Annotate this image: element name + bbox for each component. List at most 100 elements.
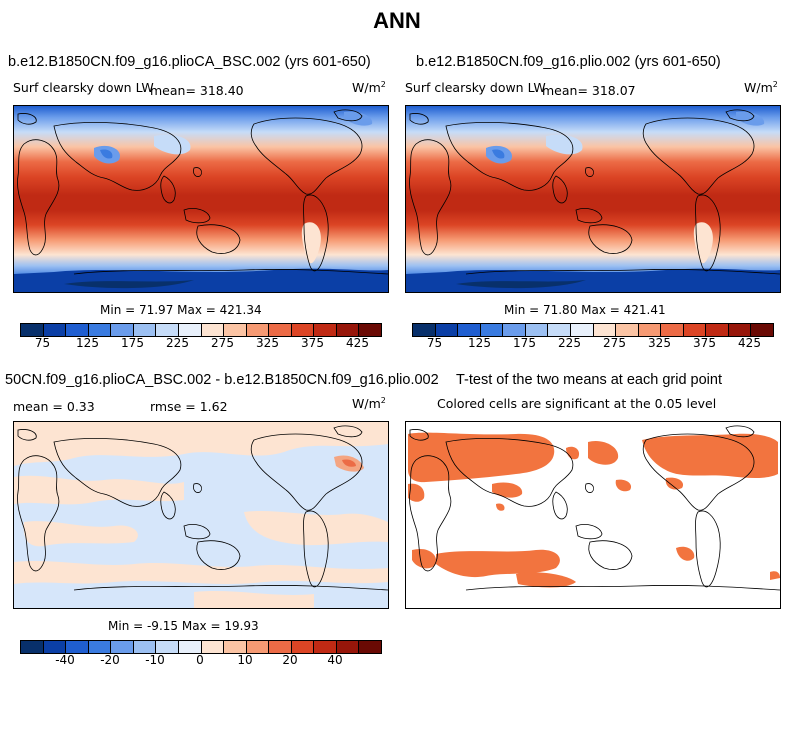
panel-tl-units: W/m2: [352, 80, 386, 96]
panel-bl-rmse: rmse = 1.62: [150, 399, 228, 414]
colorbar-cell: [503, 324, 526, 336]
colorbar-cell: [458, 324, 481, 336]
panel-br-title: T-test of the two means at each grid poi…: [456, 372, 722, 388]
panel-tr-field: [406, 106, 780, 292]
panel-bl-case-title: 50CN.f09_g16.plioCA_BSC.002 - b.e12.B185…: [5, 372, 439, 388]
colorbar-cell: [728, 324, 752, 336]
colorbar-cell: [661, 324, 684, 336]
colorbar-tick-label: 175: [513, 336, 536, 350]
panel-tr-mean: mean= 318.07: [542, 83, 636, 98]
colorbar-tick-label: 175: [121, 336, 144, 350]
colorbar-cell: [88, 641, 112, 653]
panel-bl-field: [14, 422, 388, 608]
panel-tl-mean: mean= 318.40: [150, 83, 244, 98]
panel-bl-colorbar: [20, 640, 382, 654]
colorbar-tick-label: 275: [211, 336, 234, 350]
colorbar-tick-label: 10: [237, 653, 253, 667]
colorbar-tick-label: -40: [55, 653, 75, 667]
panel-tl-colorbar: [20, 323, 382, 337]
colorbar-cell: [314, 324, 337, 336]
panel-tr-colorbar: [412, 323, 774, 337]
panel-tr-units: W/m2: [744, 80, 778, 96]
panel-tr-case-title: b.e12.B1850CN.f09_g16.plio.002 (yrs 601-…: [416, 54, 721, 70]
colorbar-cell: [66, 324, 89, 336]
colorbar-cell: [570, 324, 594, 336]
colorbar-cell: [638, 324, 662, 336]
colorbar-tick-label: 125: [76, 336, 99, 350]
panel-br-map: [405, 421, 781, 609]
colorbar-cell: [616, 324, 639, 336]
colorbar-cell: [133, 641, 157, 653]
colorbar-cell: [224, 641, 247, 653]
colorbar-tick-label: 375: [301, 336, 324, 350]
colorbar-cell: [246, 641, 270, 653]
page-title: ANN: [373, 8, 421, 33]
colorbar-cell: [359, 641, 381, 653]
colorbar-tick-label: 125: [468, 336, 491, 350]
colorbar-cell: [156, 641, 179, 653]
colorbar-cell: [751, 324, 773, 336]
panel-tr-variable: Surf clearsky down LW: [405, 80, 546, 95]
panel-bl-mean: mean = 0.33: [13, 399, 95, 414]
colorbar-cell: [314, 641, 337, 653]
colorbar-cell: [178, 324, 202, 336]
colorbar-cell: [336, 324, 360, 336]
colorbar-cell: [111, 641, 134, 653]
colorbar-cell: [66, 641, 89, 653]
colorbar-cell: [413, 324, 436, 336]
colorbar-cell: [111, 324, 134, 336]
panel-bl-units: W/m2: [352, 396, 386, 412]
colorbar-cell: [246, 324, 270, 336]
colorbar-cell: [593, 324, 617, 336]
colorbar-tick-label: -20: [100, 653, 120, 667]
panel-tl-minmax: Min = 71.97 Max = 421.34: [100, 303, 262, 317]
colorbar-cell: [291, 324, 315, 336]
colorbar-tick-label: 225: [166, 336, 189, 350]
colorbar-cell: [480, 324, 504, 336]
colorbar-cell: [21, 641, 44, 653]
colorbar-tick-label: 225: [558, 336, 581, 350]
colorbar-cell: [525, 324, 549, 336]
colorbar-cell: [133, 324, 157, 336]
panel-bl-map: [13, 421, 389, 609]
colorbar-cell: [224, 324, 247, 336]
colorbar-tick-label: 75: [426, 336, 443, 350]
colorbar-tick-label: 20: [282, 653, 298, 667]
colorbar-cell: [43, 641, 67, 653]
panel-tl-field: [14, 106, 388, 292]
colorbar-cell: [435, 324, 459, 336]
colorbar-cell: [201, 324, 225, 336]
panel-br-field: [406, 422, 780, 608]
colorbar-cell: [336, 641, 360, 653]
colorbar-cell: [683, 324, 707, 336]
colorbar-tick-label: 375: [693, 336, 716, 350]
panel-br-subtitle: Colored cells are significant at the 0.0…: [437, 396, 717, 411]
colorbar-cell: [21, 324, 44, 336]
colorbar-tick-label: 425: [346, 336, 369, 350]
colorbar-tick-label: 0: [196, 653, 204, 667]
colorbar-tick-label: 425: [738, 336, 761, 350]
panel-tl-variable: Surf clearsky down LW: [13, 80, 154, 95]
colorbar-tick-label: -10: [145, 653, 165, 667]
colorbar-cell: [269, 641, 292, 653]
panel-tr-minmax: Min = 71.80 Max = 421.41: [504, 303, 666, 317]
colorbar-cell: [548, 324, 571, 336]
colorbar-cell: [269, 324, 292, 336]
colorbar-cell: [359, 324, 381, 336]
colorbar-cell: [43, 324, 67, 336]
colorbar-tick-label: 40: [327, 653, 343, 667]
colorbar-tick-label: 325: [648, 336, 671, 350]
panel-tr-map: [405, 105, 781, 293]
colorbar-cell: [178, 641, 202, 653]
colorbar-cell: [88, 324, 112, 336]
panel-tl-map: [13, 105, 389, 293]
significance-patches: [408, 432, 780, 588]
panel-tl-case-title: b.e12.B1850CN.f09_g16.plioCA_BSC.002 (yr…: [8, 54, 371, 70]
colorbar-cell: [156, 324, 179, 336]
colorbar-tick-label: 75: [34, 336, 51, 350]
colorbar-cell: [201, 641, 225, 653]
colorbar-cell: [291, 641, 315, 653]
colorbar-tick-label: 275: [603, 336, 626, 350]
colorbar-tick-label: 325: [256, 336, 279, 350]
panel-bl-minmax: Min = -9.15 Max = 19.93: [108, 619, 259, 633]
